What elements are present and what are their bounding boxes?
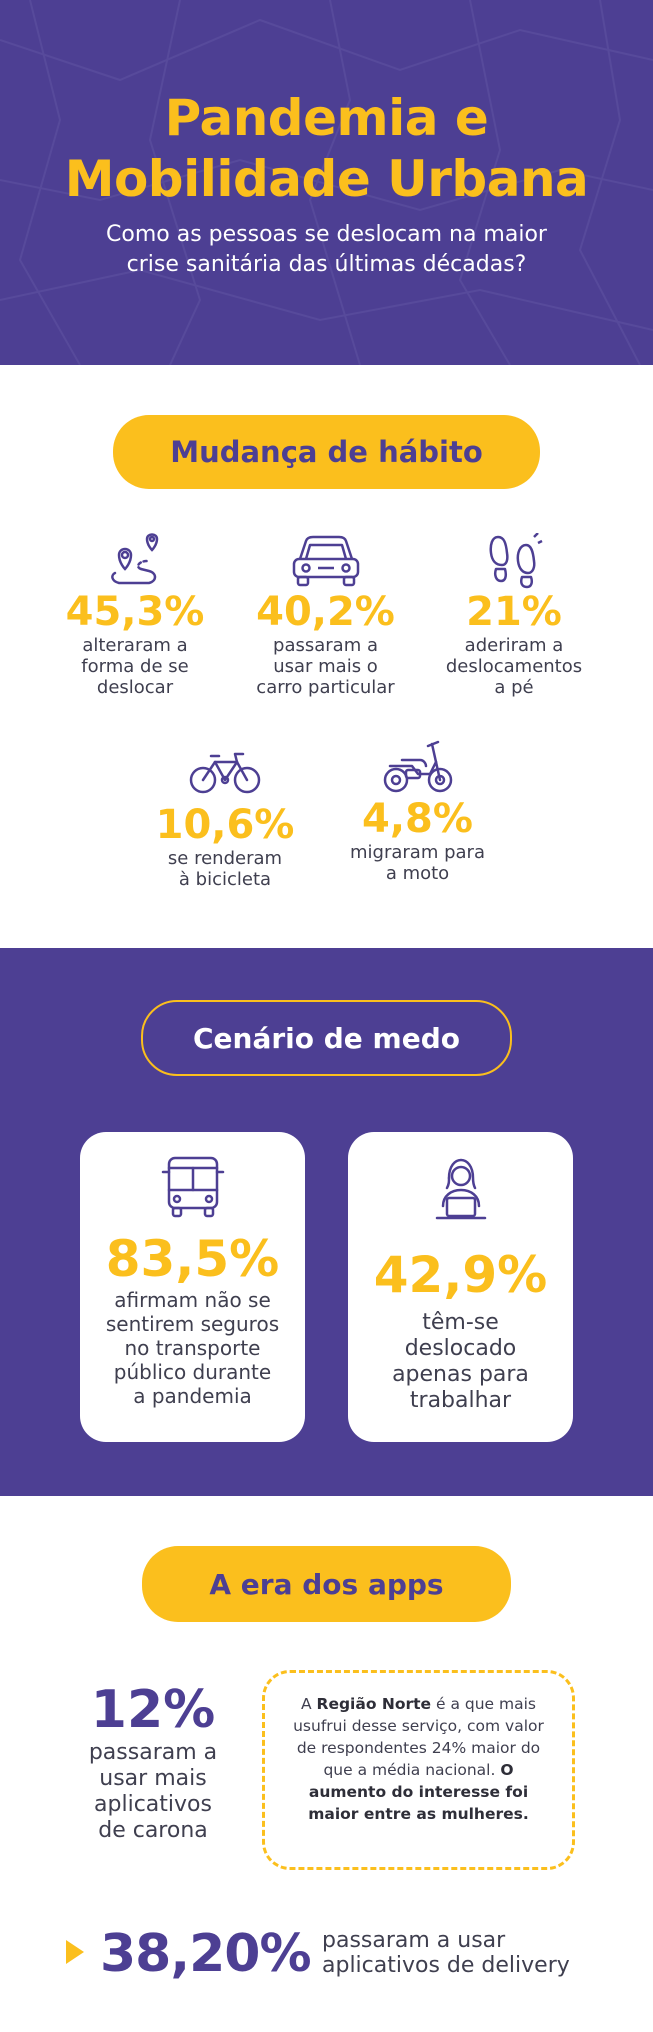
stat-delivery-apps: 38,20% passaram a usar aplicativos de de… [62, 1918, 622, 1990]
car-icon [292, 535, 359, 587]
title-line-1: Pandemia e [164, 89, 489, 147]
delivery-desc-1: passaram a usar [322, 1928, 506, 1953]
card-bus-unsafe: 83,5% afirmam não se sentirem seguros no… [80, 1132, 305, 1442]
triangle-bullet-icon [66, 1940, 84, 1964]
ride-desc-1: passaram a [88, 1740, 218, 1765]
card-desc-2: deslocado [404, 1336, 517, 1361]
stat-bicycle: 10,6% se renderam à bicicleta [150, 750, 300, 890]
card-value: 83,5% [105, 1230, 280, 1288]
bicycle-icon [189, 752, 261, 794]
delivery-value: 38,20% [100, 1924, 312, 1984]
stat-ride-apps: 12% passaram a usar mais aplicativos de … [58, 1680, 248, 1844]
region-note-box: A Região Norte é a que mais usufrui dess… [262, 1670, 575, 1870]
stat-desc-1: se renderam [167, 848, 283, 869]
stat-changed-mode: 45,3% alteraram a forma de se deslocar [55, 533, 215, 698]
page-subtitle: Como as pessoas se deslocam na maior cri… [60, 220, 593, 280]
ride-desc-2: usar mais [99, 1766, 207, 1791]
card-desc-3: apenas para [392, 1362, 529, 1387]
stat-desc-2: deslocamentos [445, 656, 583, 677]
apps-heading-label: A era dos apps [209, 1567, 444, 1601]
stat-desc-2: usar mais o [273, 656, 378, 677]
stat-value: 4,8% [362, 796, 473, 842]
card-desc-4: trabalhar [409, 1388, 512, 1413]
card-desc-4: público durante [113, 1360, 272, 1384]
fear-heading-label: Cenário de medo [193, 1021, 460, 1055]
stat-desc-1: migraram para [350, 842, 485, 863]
stat-desc-3: carro particular [256, 677, 395, 698]
note-region: Região Norte [316, 1695, 432, 1713]
stat-desc-2: à bicicleta [178, 869, 272, 890]
stat-desc-3: deslocar [96, 677, 174, 698]
subtitle-line-2: crise sanitária das últimas décadas? [126, 252, 527, 277]
note-middle: é a que mais usufrui desse serviço, com … [293, 1695, 544, 1779]
page-title: Pandemia e Mobilidade Urbana [0, 88, 653, 210]
header-banner: Pandemia e Mobilidade Urbana Como as pes… [0, 0, 653, 365]
stat-value: 45,3% [65, 589, 205, 635]
subtitle-line-1: Como as pessoas se deslocam na maior [106, 222, 547, 247]
habit-heading: Mudança de hábito [113, 415, 540, 489]
motorcycle-icon [383, 740, 452, 793]
title-line-2: Mobilidade Urbana [64, 150, 589, 208]
footprints-icon [489, 533, 543, 589]
apps-heading: A era dos apps [142, 1546, 511, 1622]
delivery-desc-2: aplicativos de delivery [322, 1953, 570, 1978]
delivery-desc: passaram a usar aplicativos de delivery [322, 1928, 622, 1978]
stat-desc-1: passaram a [273, 635, 378, 656]
stat-desc-1: alteraram a [82, 635, 188, 656]
ride-value: 12% [90, 1680, 216, 1740]
note-prefix: A [300, 1695, 317, 1713]
stat-value: 10,6% [155, 802, 295, 848]
stat-value: 21% [466, 589, 562, 635]
bus-icon [161, 1156, 224, 1218]
stat-desc-2: a moto [385, 863, 450, 884]
stat-more-car: 40,2% passaram a usar mais o carro parti… [243, 533, 408, 698]
card-desc-1: têm-se [422, 1310, 499, 1335]
habit-heading-label: Mudança de hábito [170, 435, 483, 469]
stat-desc-1: aderiram a [464, 635, 564, 656]
person-laptop-icon [435, 1158, 486, 1220]
map-lines-background [0, 0, 653, 365]
card-value: 42,9% [373, 1246, 548, 1304]
stat-desc-3: a pé [494, 677, 534, 698]
card-desc-3: no transporte [124, 1336, 261, 1360]
card-desc-2: sentirem seguros [105, 1312, 280, 1336]
fear-heading: Cenário de medo [141, 1000, 512, 1076]
stat-desc-2: forma de se [81, 656, 189, 677]
route-pin-icon [111, 533, 159, 585]
card-desc-1: afirmam não se [114, 1288, 271, 1312]
stat-walking: 21% aderiram a deslocamentos a pé [434, 533, 594, 698]
stat-value: 40,2% [256, 589, 395, 635]
card-work-only: 42,9% têm-se deslocado apenas para traba… [348, 1132, 573, 1442]
card-desc-5: a pandemia [133, 1384, 252, 1408]
ride-desc-3: aplicativos [94, 1792, 212, 1817]
note-emphasis: O aumento do interesse foi maior entre a… [308, 1761, 529, 1823]
ride-desc-4: de carona [98, 1818, 208, 1843]
stat-motorcycle: 4,8% migraram para a moto [335, 740, 500, 884]
